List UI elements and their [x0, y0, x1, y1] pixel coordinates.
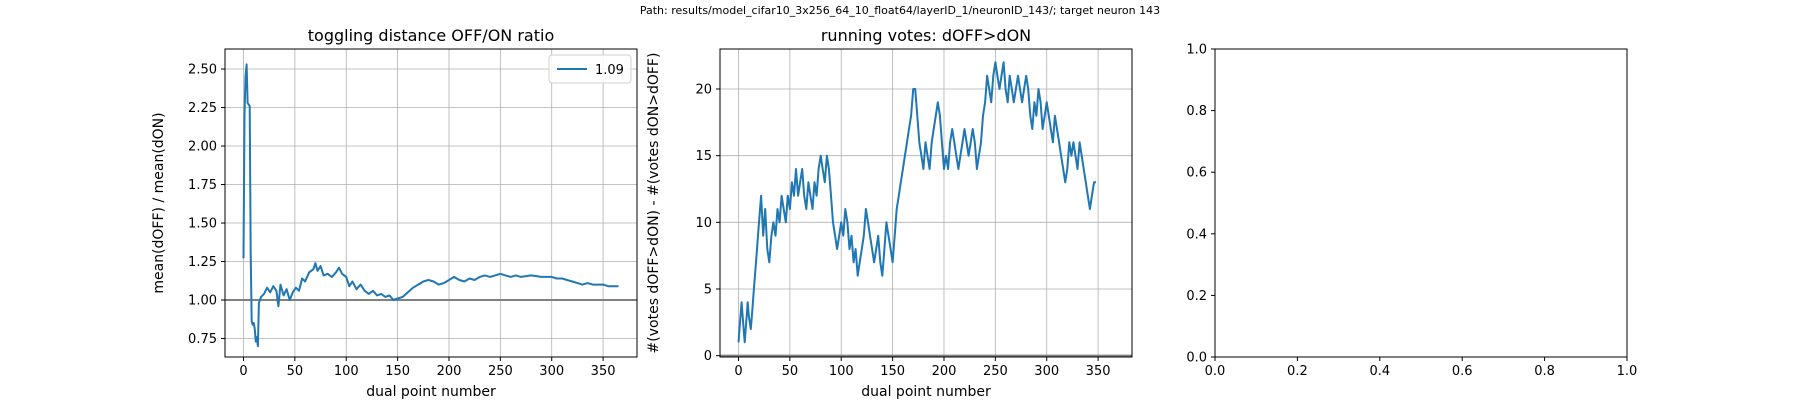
chart-1-x-tick-label: 200	[437, 364, 462, 379]
chart-2-title: running votes: dOFF>dON	[821, 26, 1031, 45]
chart-3-x-tick-label: 0.6	[1452, 364, 1473, 379]
chart-2-y-tick-label: 10	[695, 216, 712, 231]
chart-1-y-tick-label: 2.25	[188, 101, 217, 116]
chart-3-x-tick-label: 0.4	[1369, 364, 1390, 379]
chart-1-y-tick-label: 2.50	[188, 63, 217, 78]
chart-1-x-tick-label: 300	[539, 364, 564, 379]
chart-2-x-tick-label: 300	[1034, 364, 1059, 379]
chart-2-x-tick-label: 350	[1086, 364, 1111, 379]
chart-2-y-tick-label: 0	[704, 349, 712, 364]
chart-3-x-tick-label: 0.0	[1205, 364, 1226, 379]
chart-1-series-line	[242, 63, 619, 348]
chart-3-x-tick-label: 0.2	[1287, 364, 1308, 379]
chart-1-x-tick-label: 100	[334, 364, 359, 379]
chart-1-x-tick-label: 350	[591, 364, 616, 379]
figure-suptitle: Path: results/model_cifar10_3x256_64_10_…	[640, 4, 1160, 17]
chart-3-y-tick-label: 0.0	[1186, 351, 1207, 366]
chart-3-y-tick-label: 0.4	[1186, 227, 1207, 242]
chart-3-y-tick-label: 0.8	[1186, 104, 1207, 119]
chart-1-title: toggling distance OFF/ON ratio	[308, 26, 554, 45]
chart-2-y-tick-label: 15	[695, 149, 712, 164]
chart-1-x-axis-label: dual point number	[366, 384, 496, 400]
chart-1-legend-label: 1.09	[595, 63, 624, 78]
chart-3-y-tick-label: 0.6	[1186, 166, 1207, 181]
chart-2-x-tick-label: 50	[782, 364, 799, 379]
chart-2-axes: 0 50 100 150 200 250 300 350 0 5 10 15 20 running vot…	[646, 26, 1133, 400]
chart-3-axes: 0.0 0.2 0.4 0.6 0.8 1.0 0.0 0.2 0.4 0.6 0.8 1.0	[1186, 43, 1637, 380]
chart-1-y-tick-label: 1.50	[188, 217, 217, 232]
chart-1-x-tick-label: 250	[488, 364, 513, 379]
chart-1-frame	[224, 48, 638, 358]
chart-1-y-axis-label: mean(dOFF) / mean(dON)	[151, 112, 167, 293]
chart-1-x-tick-label: 50	[287, 364, 304, 379]
chart-2-x-tick-label: 250	[983, 364, 1008, 379]
chart-1-axes: 0 50 100 150 200 250 300 350 0.75 1.00 1.25 1.50 1.7…	[151, 26, 638, 400]
chart-3-frame	[1214, 48, 1628, 358]
chart-1-y-tick-label: 1.00	[188, 294, 217, 309]
chart-2-y-tick-label: 20	[695, 83, 712, 98]
chart-2-y-axis-label: #(votes dOFF>dON) - #(votes dON>dOFF)	[646, 53, 662, 354]
chart-2-frame	[719, 48, 1133, 358]
chart-3-y-tick-label: 0.2	[1186, 289, 1207, 304]
chart-2-x-axis-label: dual point number	[861, 384, 991, 400]
chart-3-x-tick-label: 1.0	[1617, 364, 1638, 379]
chart-2-y-tick-label: 5	[704, 283, 712, 298]
chart-1-y-tick-label: 2.00	[188, 140, 217, 155]
chart-2-x-tick-label: 100	[829, 364, 854, 379]
chart-1-legend-box	[548, 54, 632, 84]
chart-1-x-tick-label: 150	[385, 364, 410, 379]
chart-1-y-tick-label: 1.25	[188, 255, 217, 270]
chart-3-y-tick-label: 1.0	[1186, 43, 1207, 58]
chart-1-x-tick-label: 0	[239, 364, 247, 379]
chart-2-x-tick-label: 200	[932, 364, 957, 379]
chart-1-y-tick-label: 0.75	[188, 332, 217, 347]
chart-2-series-line	[737, 61, 1096, 344]
chart-1-legend: 1.09	[548, 54, 632, 84]
chart-3-x-tick-label: 0.8	[1534, 364, 1555, 379]
chart-2-x-tick-label: 0	[734, 364, 742, 379]
chart-2-x-tick-label: 150	[880, 364, 905, 379]
chart-1-y-tick-label: 1.75	[188, 178, 217, 193]
